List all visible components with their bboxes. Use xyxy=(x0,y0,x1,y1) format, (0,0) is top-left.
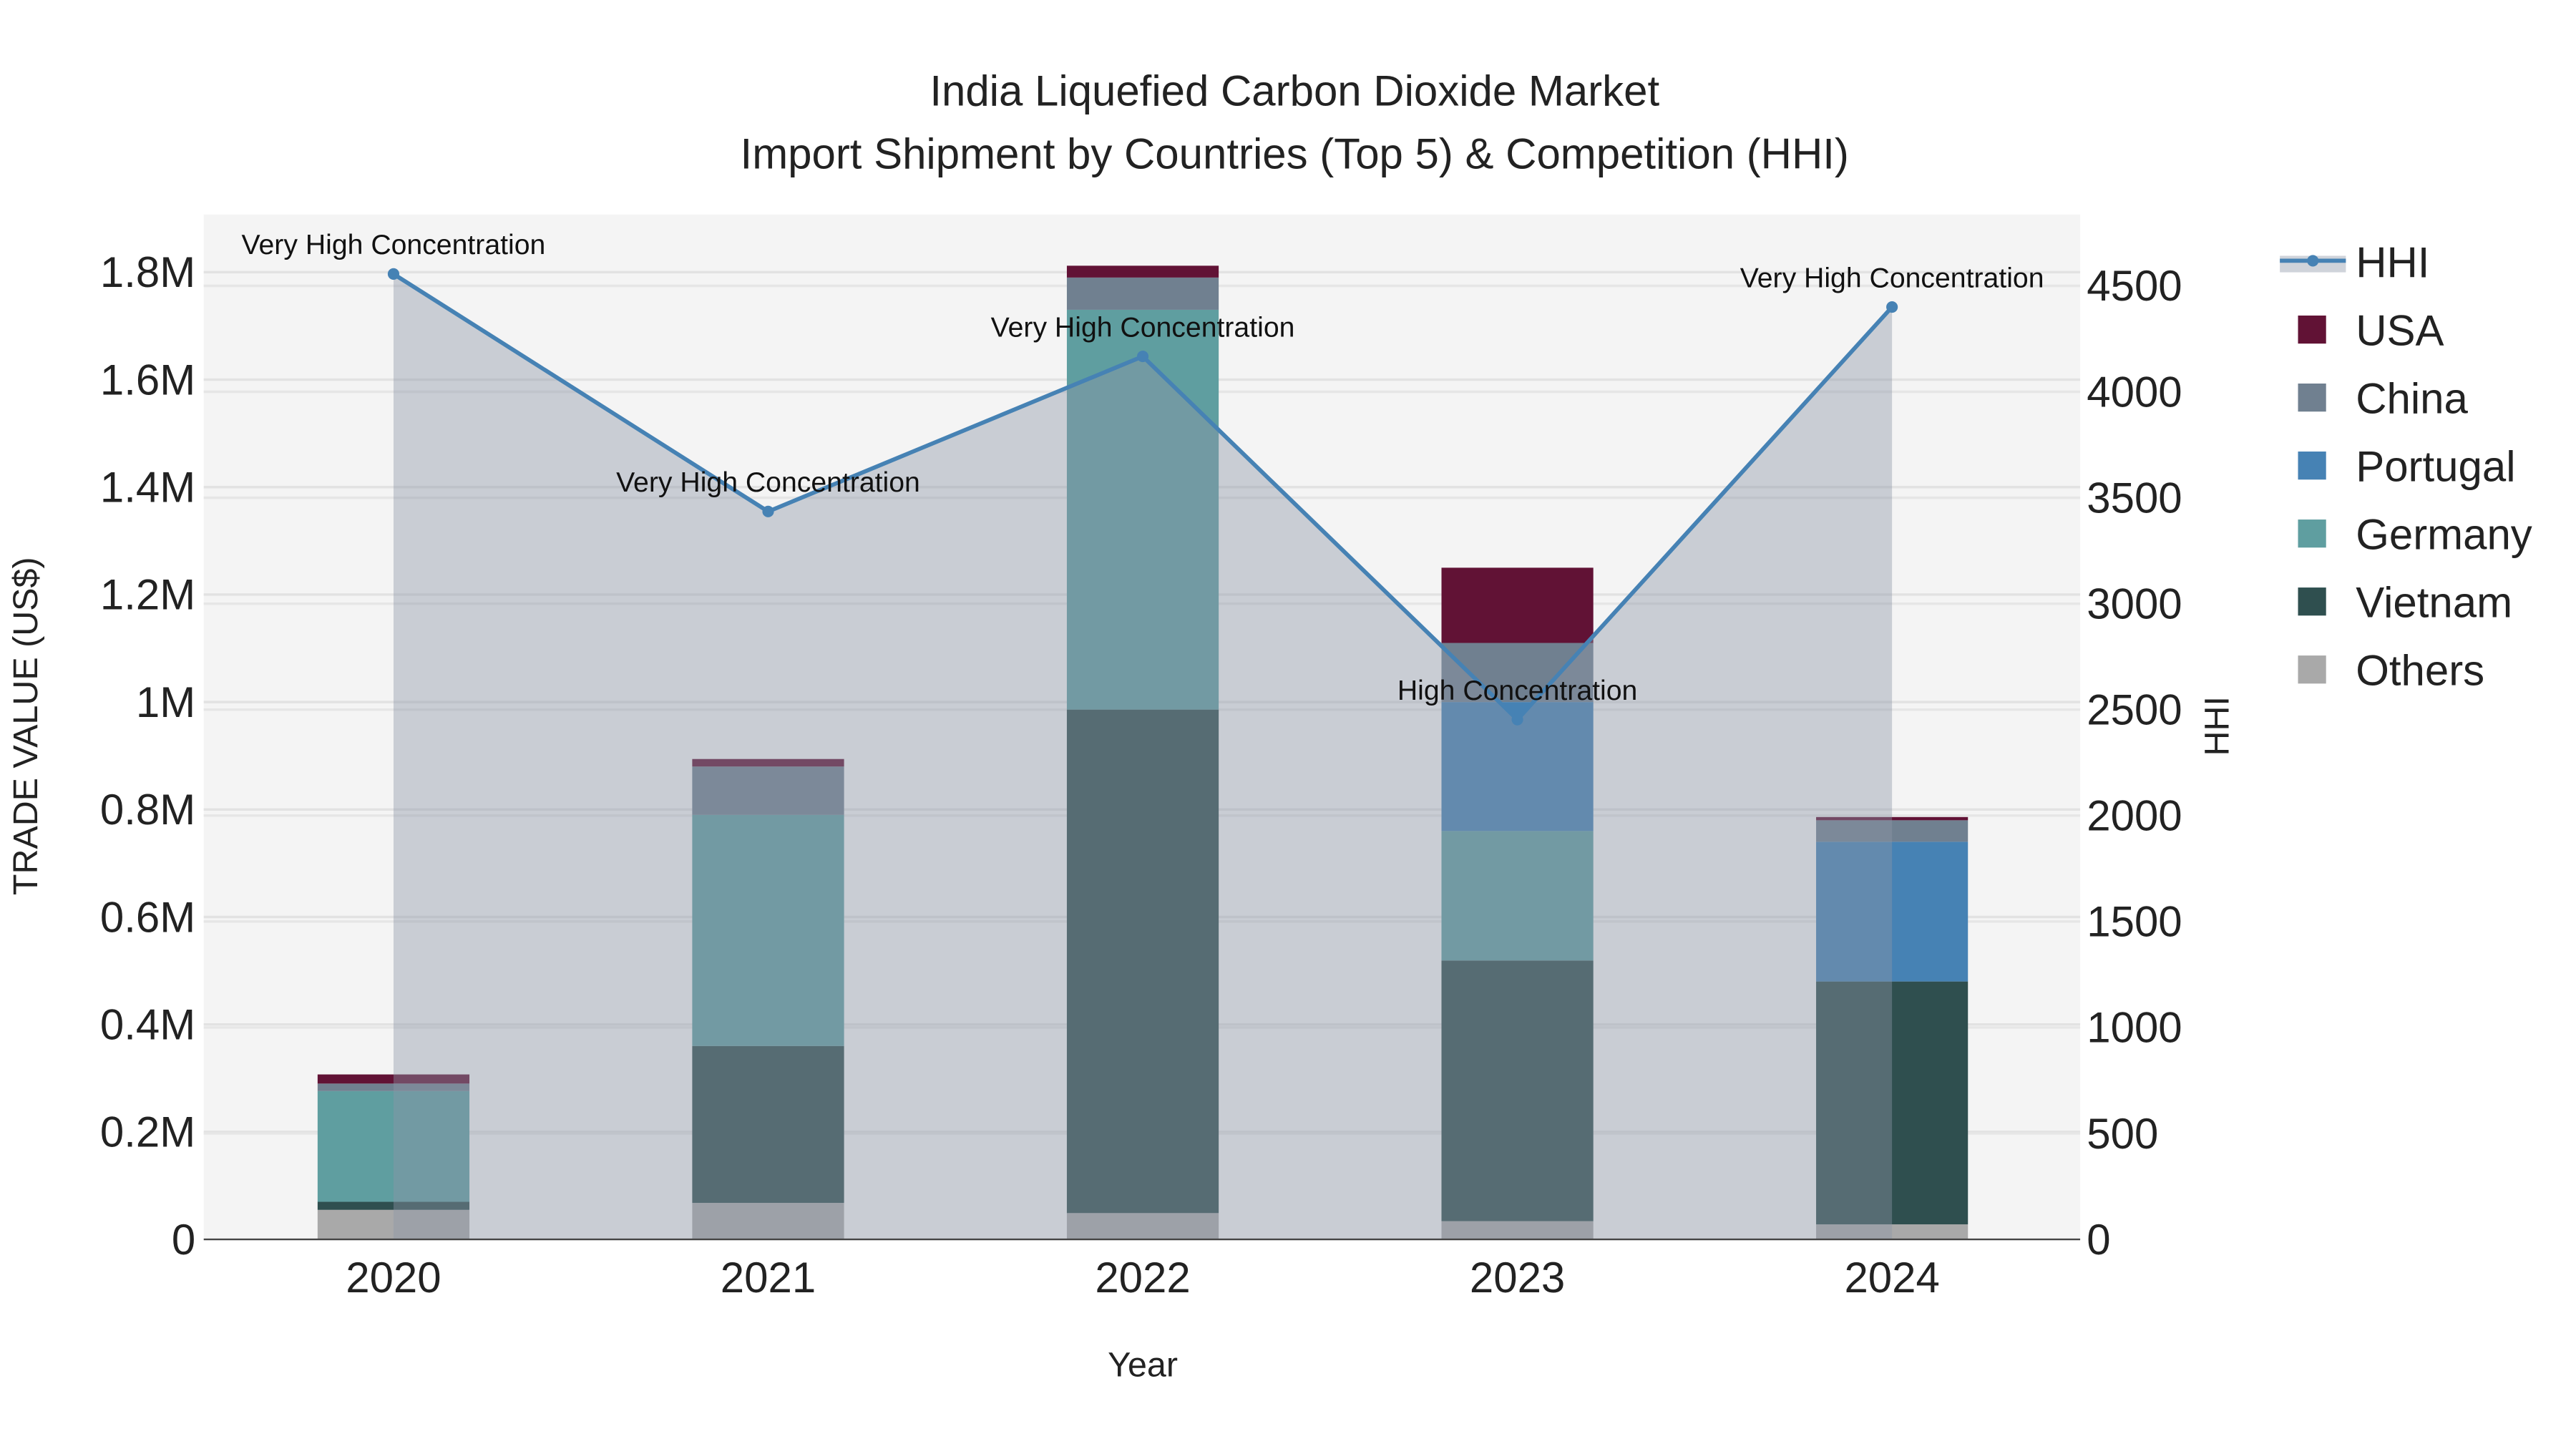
x-tick-label: 2022 xyxy=(1095,1254,1190,1302)
hhi-point-2020 xyxy=(387,268,400,280)
bar-usa-2024 xyxy=(1816,816,1968,821)
y-tick-label: 0.8M xyxy=(100,786,195,834)
bar-china-2024 xyxy=(1816,820,1968,842)
y-tick-label: 1M xyxy=(136,678,195,726)
hhi-annotation: Very High Concentration xyxy=(991,312,1295,343)
bar-china-2022 xyxy=(1066,277,1219,310)
bar-vietnam-2022 xyxy=(1066,709,1219,1214)
bar-vietnam-2020 xyxy=(317,1201,470,1210)
y2-tick-label: 1500 xyxy=(2087,898,2182,946)
legend-swatch-germany xyxy=(2298,519,2326,548)
y2-tick-label: 4500 xyxy=(2087,262,2182,310)
legend-swatch-others xyxy=(2298,655,2326,684)
y-tick-label: 0.4M xyxy=(100,1000,195,1048)
chart-subtitle: Import Shipment by Countries (Top 5) & C… xyxy=(741,130,1849,177)
y2-tick-label: 3500 xyxy=(2087,474,2182,522)
legend-hhi-marker xyxy=(2307,255,2319,267)
y2-tick-label: 2500 xyxy=(2087,686,2182,734)
bar-germany-2023 xyxy=(1441,831,1594,961)
hhi-point-2021 xyxy=(762,505,774,517)
bar-vietnam-2021 xyxy=(692,1045,844,1204)
y-tick-label: 1.8M xyxy=(100,248,195,296)
legend-swatch-usa xyxy=(2298,315,2326,344)
legend-swatch-china xyxy=(2298,384,2326,412)
hhi-annotation: Very High Concentration xyxy=(242,230,546,260)
bar-others-2024 xyxy=(1816,1224,1968,1240)
y2-axis-label: HHI xyxy=(2198,696,2237,756)
bar-germany-2021 xyxy=(692,814,844,1046)
bar-others-2022 xyxy=(1066,1213,1219,1240)
bar-usa-2020 xyxy=(317,1074,470,1084)
legend-label-vietnam: Vietnam xyxy=(2356,579,2512,627)
bar-others-2021 xyxy=(692,1203,844,1240)
hhi-annotation: High Concentration xyxy=(1397,675,1637,706)
hhi-point-2023 xyxy=(1511,713,1523,726)
y-tick-label: 0.6M xyxy=(100,893,195,941)
y-tick-label: 1.6M xyxy=(100,356,195,404)
y2-tick-label: 4000 xyxy=(2087,368,2182,416)
bar-germany-2020 xyxy=(317,1091,470,1202)
bars xyxy=(317,265,1968,1240)
y2-tick-label: 0 xyxy=(2087,1216,2110,1264)
legend: HHI USA China Portugal Germany Vietnam Others xyxy=(2280,238,2532,695)
x-tick-label: 2024 xyxy=(1844,1254,1939,1302)
y-axis-ticks: 0 0.2M 0.4M 0.6M 0.8M 1M 1.2M 1.4M 1.6M 1.8M xyxy=(100,248,195,1264)
x-axis-label: Year xyxy=(1108,1346,1178,1385)
y-tick-label: 1.2M xyxy=(100,571,195,619)
legend-swatch-portugal xyxy=(2298,452,2326,480)
y-tick-label: 1.4M xyxy=(100,464,195,512)
x-axis-ticks: 2020 2021 2022 2023 2024 xyxy=(346,1254,1940,1302)
x-tick-label: 2021 xyxy=(721,1254,816,1302)
y2-tick-label: 3000 xyxy=(2087,580,2182,628)
legend-label-others: Others xyxy=(2356,647,2484,695)
bar-vietnam-2023 xyxy=(1441,960,1594,1221)
y-tick-label: 0 xyxy=(172,1216,195,1264)
bar-portugal-2024 xyxy=(1816,841,1968,982)
hhi-point-2024 xyxy=(1886,301,1898,313)
legend-label-portugal: Portugal xyxy=(2356,443,2515,491)
y2-tick-label: 500 xyxy=(2087,1110,2158,1158)
hhi-annotation: Very High Concentration xyxy=(616,467,920,498)
legend-swatch-vietnam xyxy=(2298,587,2326,616)
hhi-line xyxy=(387,268,1898,726)
bar-usa-2023 xyxy=(1441,567,1594,643)
y2-tick-label: 1000 xyxy=(2087,1004,2182,1052)
hhi-annotation: Very High Concentration xyxy=(1740,263,2044,293)
y2-tick-label: 2000 xyxy=(2087,792,2182,840)
bar-others-2020 xyxy=(317,1209,470,1240)
y2-axis-ticks: 0 500 1000 1500 2000 2500 3000 3500 4000 4500 xyxy=(2087,262,2182,1264)
legend-label-hhi: HHI xyxy=(2356,238,2429,286)
y-tick-label: 0.2M xyxy=(100,1108,195,1156)
hhi-annotations: Very High Concentration Very High Concent… xyxy=(242,230,2044,706)
chart-title: India Liquefied Carbon Dioxide Market xyxy=(930,67,1659,115)
bar-others-2023 xyxy=(1441,1221,1594,1240)
legend-label-usa: USA xyxy=(2356,306,2444,354)
legend-label-germany: Germany xyxy=(2356,511,2532,559)
bar-usa-2022 xyxy=(1066,265,1219,278)
bar-usa-2021 xyxy=(692,758,844,767)
x-tick-label: 2020 xyxy=(346,1254,441,1302)
bar-china-2021 xyxy=(692,766,844,815)
x-tick-label: 2023 xyxy=(1470,1254,1565,1302)
y-axis-label: TRADE VALUE (US$) xyxy=(6,557,45,895)
legend-label-china: China xyxy=(2356,375,2468,423)
bar-china-2020 xyxy=(317,1083,470,1091)
bar-vietnam-2024 xyxy=(1816,981,1968,1225)
hhi-point-2022 xyxy=(1136,351,1149,363)
